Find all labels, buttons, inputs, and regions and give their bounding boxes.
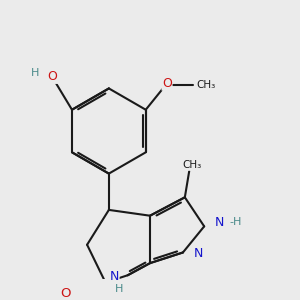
Text: CH₃: CH₃ — [196, 80, 216, 90]
Text: O: O — [60, 286, 70, 300]
Text: O: O — [162, 77, 172, 90]
Text: -H: -H — [230, 218, 242, 227]
Text: N: N — [215, 216, 224, 229]
Text: O: O — [48, 70, 58, 83]
Text: N: N — [110, 270, 119, 283]
Text: H: H — [31, 68, 40, 78]
Text: N: N — [194, 247, 203, 260]
Text: CH₃: CH₃ — [182, 160, 201, 170]
Text: H: H — [115, 284, 123, 294]
